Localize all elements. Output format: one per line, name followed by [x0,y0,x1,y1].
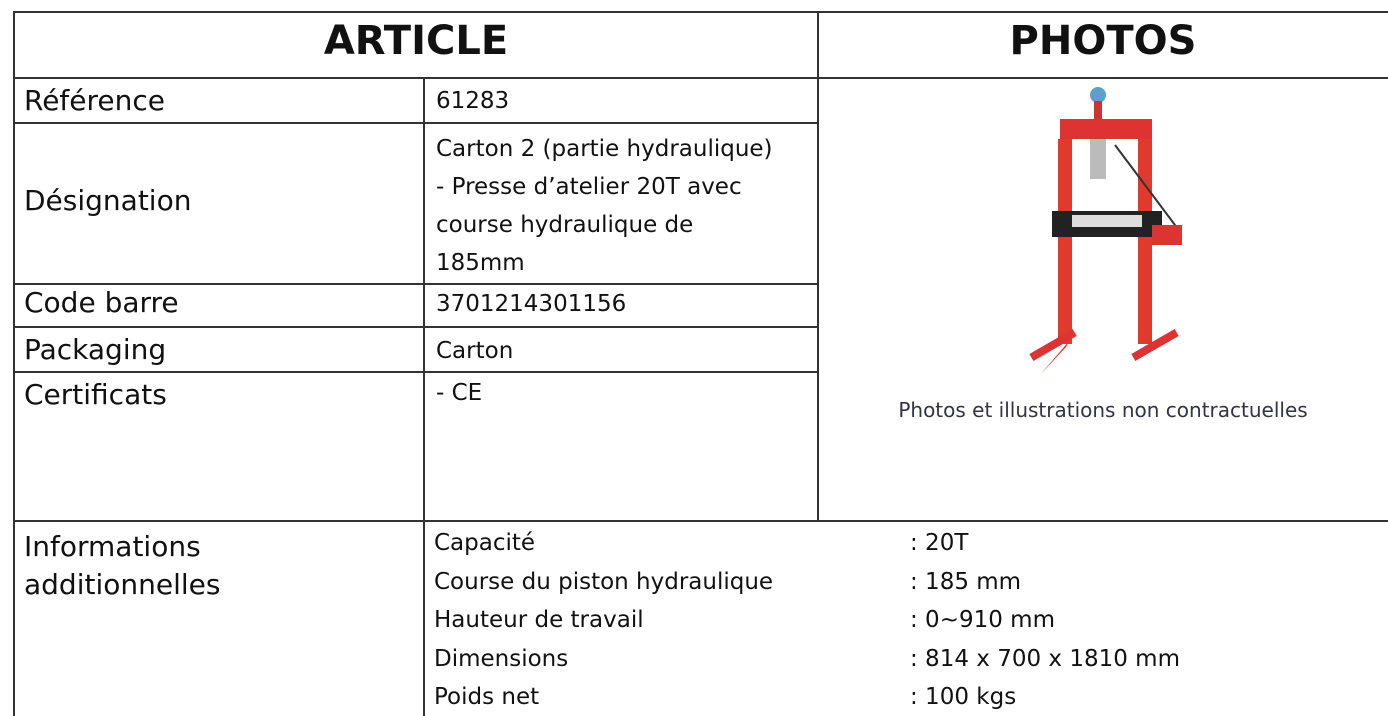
spec-value: : 814 x 700 x 1810 mm [910,646,1180,672]
row-value: 61283 [436,88,509,114]
spec-name: Dimensions [434,646,568,672]
row-label: Désignation [24,184,191,217]
press-photo [1000,85,1210,385]
rule [14,283,818,285]
row-value: 3701214301156 [436,291,626,317]
photo-caption: Photos et illustrations non contractuell… [818,398,1388,422]
spec-name: Hauteur de travail [434,607,644,633]
spec-value: : 20T [910,530,968,556]
spec-name: Course du piston hydraulique [434,569,773,595]
rule [14,326,818,328]
rule [14,371,818,373]
rule [14,122,818,124]
header-photos: PHOTOS [818,18,1388,64]
row-value: Carton [436,338,513,364]
spec-name: Capacité [434,530,535,556]
row-label: Packaging [24,333,166,366]
row-label: Code barre [24,286,179,319]
row-label: Certificats [24,378,167,411]
additional-label: Informations additionnelles [24,528,324,604]
spec-name: Poids net [434,684,539,710]
rule [14,11,1388,13]
rule [423,77,425,716]
rule [14,520,1388,522]
rule [13,11,15,716]
row-value: Carton 2 (partie hydraulique) - Presse d… [436,130,786,282]
spec-sheet: ARTICLE PHOTOS Référence 61283 Désignati… [0,0,1388,716]
spec-value: : 185 mm [910,569,1021,595]
header-article: ARTICLE [14,18,818,64]
spec-value: : 0~910 mm [910,607,1055,633]
rule [817,11,819,522]
row-label: Référence [24,84,165,117]
spec-value: : 100 kgs [910,684,1016,710]
row-value: - CE [436,380,482,406]
rule [14,77,1388,79]
